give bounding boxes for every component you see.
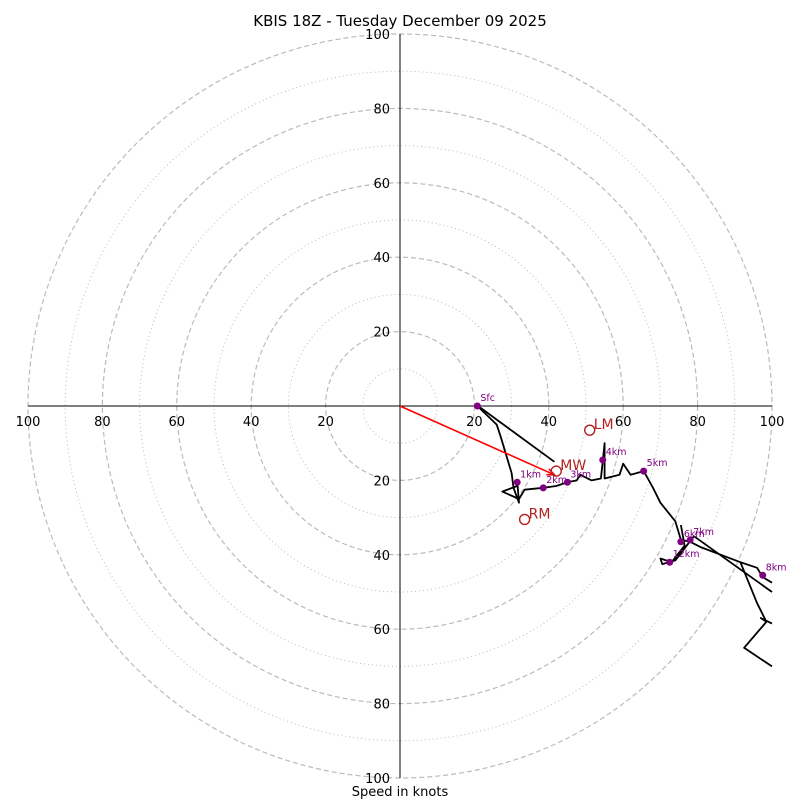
height-point [539,484,547,492]
x-tick-label: 40 [243,415,260,430]
vector-line [399,405,555,476]
x-tick-label: 100 [16,415,41,430]
x-axis-label: Speed in knots [352,785,449,800]
x-tick-label: 60 [615,415,632,430]
y-tick-label: 20 [373,326,390,341]
height-point [640,467,648,475]
height-point [666,558,674,566]
height-point [563,478,571,486]
height-point-label: 8km [766,562,787,573]
storm-motion-marker [550,465,562,477]
height-point [677,538,685,546]
height-point [473,402,481,410]
y-tick-label: 80 [373,698,390,713]
x-tick-label: 80 [689,415,706,430]
x-tick-label: 60 [169,415,186,430]
storm-motion-label: RM [529,506,551,522]
height-point-label: 4km [606,447,627,458]
y-tick-label: 100 [365,28,390,43]
height-point-label: 6km [684,529,705,540]
y-tick-label: 80 [373,102,390,117]
hodograph-line [476,405,773,584]
height-point [513,478,521,486]
height-point [599,456,607,464]
y-tick-label: 100 [365,772,390,787]
height-point-label: Sfc [480,393,495,404]
hodograph-line [477,405,555,463]
storm-motion-label: LM [594,417,614,433]
y-tick-label: 60 [373,623,390,638]
y-tick-label: 60 [373,177,390,192]
height-point [759,571,767,579]
x-tick-label: 20 [317,415,334,430]
height-point-label: 3km [570,469,591,480]
tick-labels: 100 80 60 40 20 20 40 60 80 100 100 80 60 40 20 20 40 60 8… [16,28,785,787]
chart-title: KBIS 18Z - Tuesday December 09 2025 [253,12,547,30]
height-point-label: 7km [693,527,714,538]
y-tick-label: 40 [373,251,390,266]
storm-motions: LM MW RM [518,417,614,526]
storm-motion-marker [584,424,596,436]
x-tick-label: 100 [760,415,785,430]
x-tick-label: 80 [94,415,111,430]
x-tick-label: 40 [541,415,558,430]
height-point-label: 12km [673,549,700,560]
hodograph-traces [476,405,773,668]
storm-motion-marker [518,513,531,526]
y-tick-label: 20 [373,474,390,489]
x-tick-label: 20 [466,415,483,430]
height-point [686,536,694,544]
height-point-label: 2km [546,475,567,486]
hodograph-line [743,621,773,668]
storm-motion-label: MW [560,458,586,474]
y-tick-label: 40 [373,549,390,564]
height-point-label: 5km [647,458,668,469]
height-point-label: 1km [520,469,541,480]
